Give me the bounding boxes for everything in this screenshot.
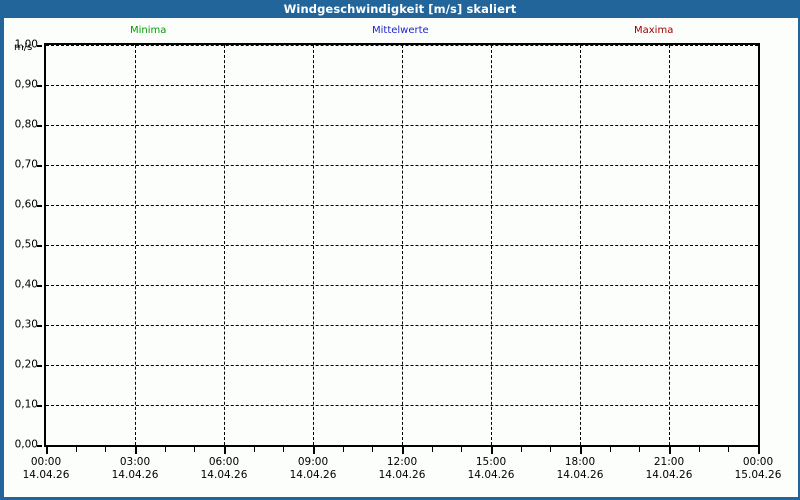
grid-layer (46, 45, 758, 445)
x-axis-tick-time: 09:00 (297, 456, 329, 468)
chart-legend: Minima Mittelwerte Maxima (0, 24, 800, 37)
x-axis-tick-labels: 00:00 14.04.26 03:00 14.04.26 06:00 14.04.26 0… (0, 456, 800, 486)
x-axis-minor-tick (610, 447, 611, 452)
x-axis-minor-tick (105, 447, 106, 452)
y-axis-tick-label: 0,80 (14, 118, 38, 131)
y-axis-tick-mark (37, 405, 42, 407)
y-axis-tick-mark (37, 165, 42, 167)
y-axis-tick-label: 0,40 (14, 278, 38, 291)
x-axis-tick-label: 00:00 15.04.26 (735, 456, 782, 482)
x-axis-minor-tick (76, 447, 77, 452)
y-axis-tick-label: 0,30 (14, 318, 38, 331)
y-axis-tick-label: 1,00 (14, 38, 38, 51)
x-axis-major-tick (224, 447, 226, 454)
y-axis-tick-label: 0,70 (14, 158, 38, 171)
y-axis-tick-mark (37, 45, 42, 47)
y-axis-tick-mark (37, 245, 42, 247)
x-axis-tick-label: 06:00 14.04.26 (201, 456, 248, 482)
y-axis-tick-label: 0,20 (14, 358, 38, 371)
x-axis-tick-label: 12:00 14.04.26 (379, 456, 426, 482)
y-axis-tick-label: 0,00 (14, 438, 38, 451)
x-axis-tick-label: 09:00 14.04.26 (290, 456, 337, 482)
legend-item-maxima: Maxima (634, 25, 674, 36)
x-axis-major-tick (313, 447, 315, 454)
x-axis-tick-date: 15.04.26 (734, 469, 782, 481)
x-axis-tick-label: 15:00 14.04.26 (468, 456, 515, 482)
vertical-gridline (313, 45, 314, 445)
x-axis-minor-tick (521, 447, 522, 452)
y-axis-tick-label: 0,10 (14, 398, 38, 411)
x-axis-tick-time: 00:00 (742, 456, 774, 468)
window-right-border (798, 0, 800, 500)
x-axis-tick-time: 00:00 (30, 456, 62, 468)
x-axis-major-tick (402, 447, 404, 454)
x-axis-tick-label: 03:00 14.04.26 (112, 456, 159, 482)
y-axis-tick-label: 0,90 (14, 78, 38, 91)
y-axis-tick-mark (37, 205, 42, 207)
x-axis-tick-date: 14.04.26 (467, 469, 515, 481)
x-axis-tick-label: 21:00 14.04.26 (646, 456, 693, 482)
x-axis-minor-tick (461, 447, 462, 452)
x-axis-tick-time: 03:00 (119, 456, 151, 468)
x-axis-tick-marks (44, 447, 762, 454)
x-axis-minor-tick (639, 447, 640, 452)
y-axis-tick-mark (37, 445, 42, 447)
vertical-gridline (491, 45, 492, 445)
x-axis-minor-tick (728, 447, 729, 452)
y-axis-tick-mark (37, 365, 42, 367)
x-axis-tick-date: 14.04.26 (289, 469, 337, 481)
x-axis-major-tick (135, 447, 137, 454)
x-axis-major-tick (669, 447, 671, 454)
x-axis-tick-time: 18:00 (564, 456, 596, 468)
legend-item-mittelwerte: Mittelwerte (372, 25, 429, 36)
x-axis-minor-tick (372, 447, 373, 452)
x-axis-tick-date: 14.04.26 (22, 469, 70, 481)
x-axis-minor-tick (550, 447, 551, 452)
y-axis-tick-mark (37, 85, 42, 87)
y-axis-unit-label: m/s (14, 42, 33, 53)
x-axis-tick-label: 00:00 14.04.26 (23, 456, 70, 482)
x-axis-major-tick (580, 447, 582, 454)
x-axis-tick-date: 14.04.26 (556, 469, 604, 481)
x-axis-minor-tick (194, 447, 195, 452)
x-axis-tick-time: 15:00 (475, 456, 507, 468)
y-axis-tick-label: 0,60 (14, 198, 38, 211)
vertical-gridline (580, 45, 581, 445)
legend-item-minima: Minima (130, 25, 167, 36)
y-axis-tick-mark (37, 125, 42, 127)
x-axis-major-tick (46, 447, 48, 454)
x-axis-tick-date: 14.04.26 (200, 469, 248, 481)
vertical-gridline (669, 45, 670, 445)
x-axis-tick-date: 14.04.26 (378, 469, 426, 481)
y-axis-tick-label: 0,50 (14, 238, 38, 251)
x-axis-minor-tick (254, 447, 255, 452)
x-axis-minor-tick (699, 447, 700, 452)
x-axis-minor-tick (165, 447, 166, 452)
x-axis-major-tick (491, 447, 493, 454)
x-axis-tick-time: 06:00 (208, 456, 240, 468)
x-axis-tick-label: 18:00 14.04.26 (557, 456, 604, 482)
x-axis-minor-tick (432, 447, 433, 452)
x-axis-tick-time: 21:00 (653, 456, 685, 468)
x-axis-tick-time: 12:00 (386, 456, 418, 468)
vertical-gridline (224, 45, 225, 445)
plot-area (44, 43, 760, 447)
x-axis-tick-date: 14.04.26 (645, 469, 693, 481)
x-axis-minor-tick (283, 447, 284, 452)
x-axis-major-tick (758, 447, 760, 454)
x-axis-minor-tick (343, 447, 344, 452)
vertical-gridline (135, 45, 136, 445)
x-axis-tick-date: 14.04.26 (111, 469, 159, 481)
vertical-gridline (402, 45, 403, 445)
y-axis-tick-mark (37, 325, 42, 327)
y-axis-tick-labels: 1,00 0,90 0,80 0,70 0,60 0,50 0,40 0,30 0,20 0,10… (0, 38, 42, 450)
window-title: Windgeschwindigkeit [m/s] skaliert (0, 0, 800, 18)
y-axis-tick-mark (37, 285, 42, 287)
